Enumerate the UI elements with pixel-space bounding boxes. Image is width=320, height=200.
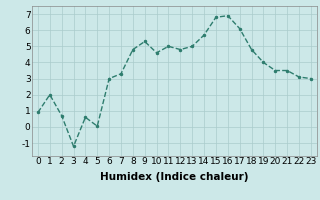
X-axis label: Humidex (Indice chaleur): Humidex (Indice chaleur) xyxy=(100,172,249,182)
